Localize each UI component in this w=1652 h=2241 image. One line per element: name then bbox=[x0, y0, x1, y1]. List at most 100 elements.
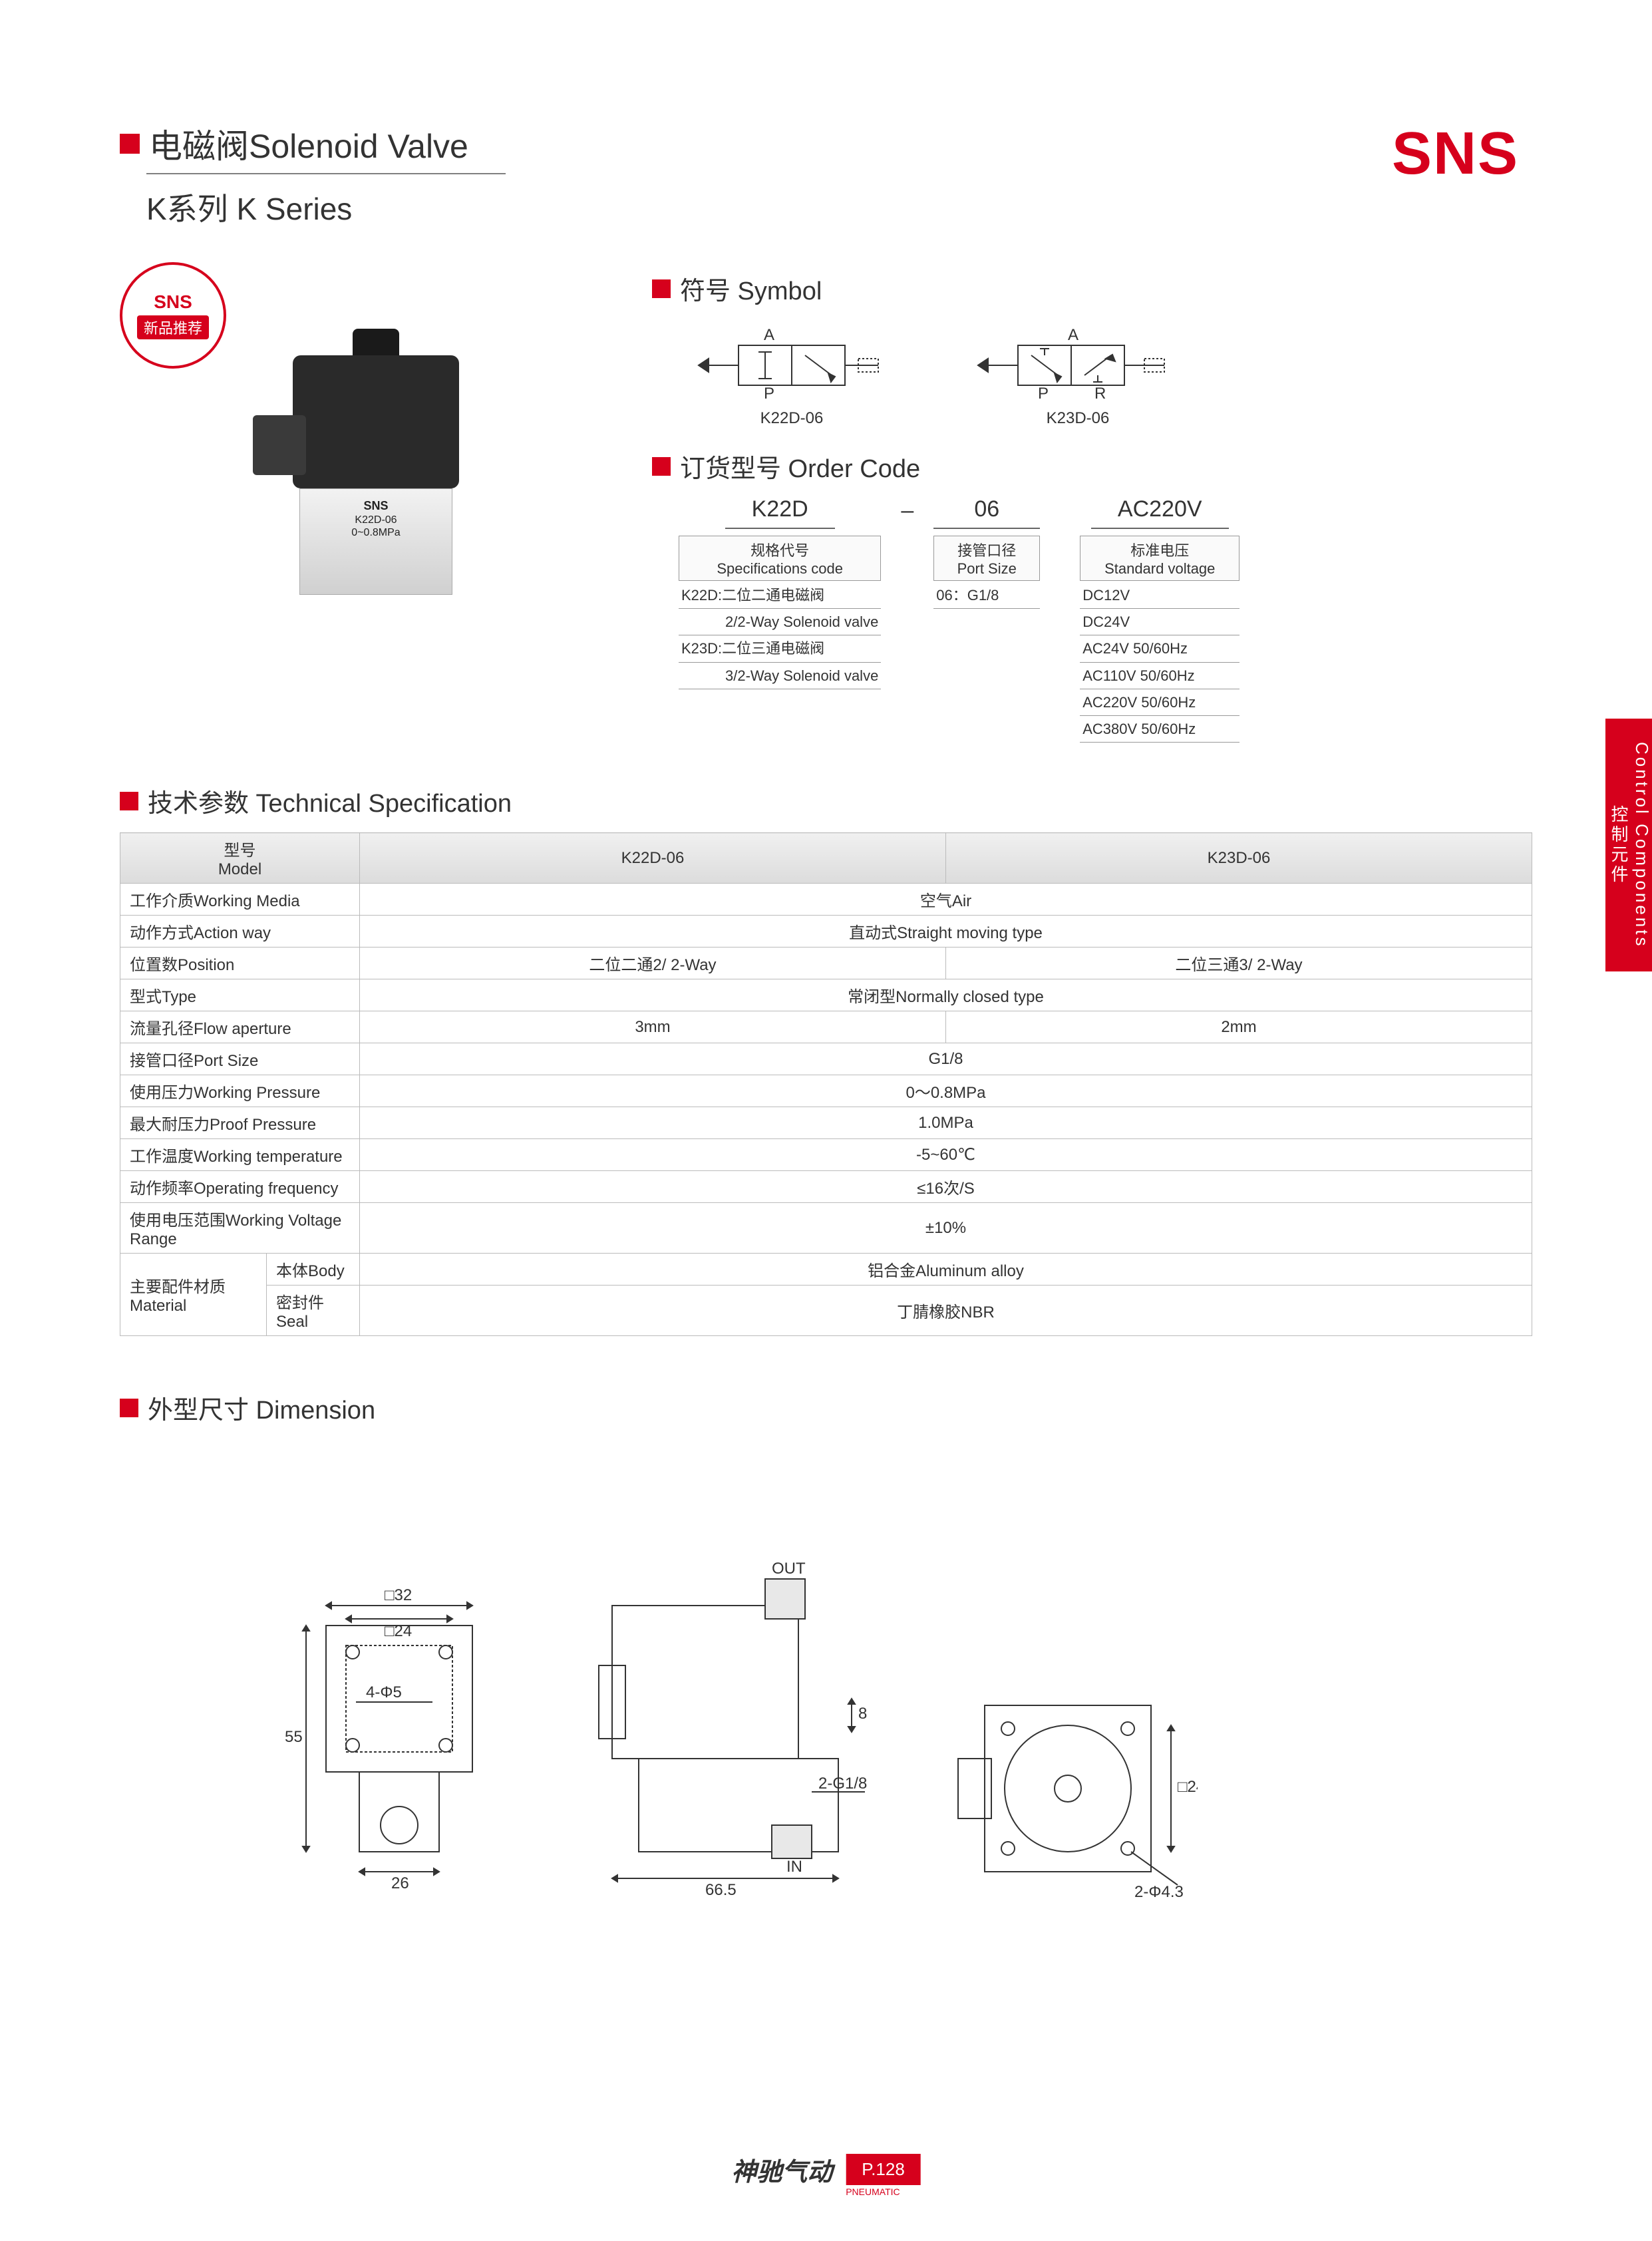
spec-label: 动作频率Operating frequency bbox=[120, 1171, 360, 1203]
product-pressure-mark: 0~0.8MPa bbox=[351, 526, 400, 539]
spec-label: 流量孔径Flow aperture bbox=[120, 1011, 360, 1043]
spec-material-sub: 本体Body bbox=[267, 1254, 360, 1286]
spec-value: 1.0MPa bbox=[360, 1107, 1532, 1139]
svg-text:□32: □32 bbox=[385, 1586, 412, 1604]
spec-table: 型号 Model K22D-06 K23D-06 工作介质Working Med… bbox=[120, 832, 1532, 1336]
th-col-2: K23D-06 bbox=[946, 833, 1532, 884]
svg-text:66.5: 66.5 bbox=[705, 1881, 737, 1899]
oc-box-3: 标准电压 Standard voltage bbox=[1080, 536, 1239, 581]
spec-label: 接管口径Port Size bbox=[120, 1043, 360, 1075]
spec-label: 工作介质Working Media bbox=[120, 884, 360, 916]
oc-list-3: DC12V DC24V AC24V 50/60Hz AC110V 50/60Hz… bbox=[1080, 582, 1239, 743]
spec-value: -5~60℃ bbox=[360, 1139, 1532, 1171]
brand-logo: SNS bbox=[1392, 120, 1519, 188]
oc-head-3: AC220V bbox=[1091, 496, 1229, 529]
spec-value: 2mm bbox=[946, 1011, 1532, 1043]
symbol-k23d-icon: A P R bbox=[971, 319, 1184, 405]
section-bullet-icon bbox=[120, 1399, 138, 1417]
svg-text:4-Φ5: 4-Φ5 bbox=[366, 1683, 402, 1701]
section-bullet-icon bbox=[652, 457, 671, 476]
oc-head-2: 06 bbox=[933, 496, 1040, 529]
spec-value: 0～0.8MPa bbox=[360, 1075, 1532, 1107]
spec-value: 二位三通3/ 2-Way bbox=[946, 948, 1532, 979]
footer-subbrand: SNS PNEUMATIC bbox=[846, 2176, 921, 2197]
dimension-title: 外型尺寸 Dimension bbox=[148, 1389, 375, 1426]
svg-text:□24: □24 bbox=[1178, 1778, 1198, 1796]
oc-head-1: K22D bbox=[725, 496, 835, 529]
new-product-badge: SNS 新品推荐 bbox=[120, 262, 226, 369]
footer-brand: 神驰气动 bbox=[731, 2151, 832, 2188]
symbol-k22d-icon: A P bbox=[692, 319, 892, 405]
order-code-title: 订货型号 Order Code bbox=[680, 448, 920, 484]
svg-text:A: A bbox=[764, 326, 774, 344]
spec-value: 直动式Straight moving type bbox=[360, 916, 1532, 948]
dimension-drawing-1: □32 □24 4-Φ5 55 26 bbox=[266, 1572, 519, 1905]
dimension-drawing-3: □24 2-Φ4.3 bbox=[945, 1665, 1198, 1905]
svg-text:26: 26 bbox=[391, 1874, 409, 1892]
dimension-drawings: □32 □24 4-Φ5 55 26 OUT IN 2-G1/8 8 66.5 bbox=[266, 1559, 1532, 1905]
svg-text:OUT: OUT bbox=[772, 1560, 806, 1578]
svg-text:55: 55 bbox=[285, 1728, 303, 1746]
header-divider bbox=[146, 173, 506, 174]
product-model-mark: K22D-06 bbox=[351, 514, 400, 526]
spec-label: 工作温度Working temperature bbox=[120, 1139, 360, 1171]
oc-list-2: 06：G1/8 bbox=[933, 582, 1040, 609]
oc-list-1: K22D:二位二通电磁阀 2/2-Way Solenoid valve K23D… bbox=[679, 582, 881, 689]
svg-text:A: A bbox=[1068, 326, 1078, 344]
dimension-heading: 外型尺寸 Dimension bbox=[120, 1389, 1532, 1426]
th-model: 型号 Model bbox=[120, 833, 360, 884]
svg-text:P: P bbox=[764, 385, 774, 403]
section-bullet-icon bbox=[120, 792, 138, 810]
order-code-heading: 订货型号 Order Code bbox=[652, 448, 1532, 484]
badge-subtitle: 新品推荐 bbox=[137, 315, 209, 339]
spec-material-value: 丁腈橡胶NBR bbox=[360, 1286, 1532, 1336]
spec-value: 常闭型Normally closed type bbox=[360, 979, 1532, 1011]
spec-material-sub: 密封件Seal bbox=[267, 1286, 360, 1336]
spec-value: 空气Air bbox=[360, 884, 1532, 916]
oc-dash: – bbox=[881, 496, 933, 524]
tech-spec-title: 技术参数 Technical Specification bbox=[148, 782, 512, 819]
spec-label: 使用电压范围Working Voltage Range bbox=[120, 1203, 360, 1254]
spec-value: ≤16次/S bbox=[360, 1171, 1532, 1203]
spec-label: 位置数Position bbox=[120, 948, 360, 979]
svg-text:P: P bbox=[1038, 385, 1049, 403]
page-header: 电磁阀Solenoid Valve bbox=[120, 120, 1532, 168]
spec-value: 3mm bbox=[360, 1011, 946, 1043]
side-tab: Control Components 控制元件 bbox=[1605, 719, 1652, 971]
spec-value: 二位二通2/ 2-Way bbox=[360, 948, 946, 979]
spec-label: 型式Type bbox=[120, 979, 360, 1011]
spec-material-value: 铝合金Aluminum alloy bbox=[360, 1254, 1532, 1286]
product-brand-mark: SNS bbox=[351, 499, 400, 514]
tech-spec-heading: 技术参数 Technical Specification bbox=[120, 782, 1532, 819]
badge-brand: SNS bbox=[154, 291, 192, 313]
symbol-label-1: K22D-06 bbox=[692, 409, 892, 428]
oc-box-1: 规格代号 Specifications code bbox=[679, 536, 881, 581]
spec-material-group: 主要配件材质 Material bbox=[120, 1254, 267, 1336]
spec-value: ±10% bbox=[360, 1203, 1532, 1254]
spec-label: 动作方式Action way bbox=[120, 916, 360, 948]
product-illustration: SNS K22D-06 0~0.8MPa bbox=[240, 329, 506, 608]
oc-box-2: 接管口径 Port Size bbox=[933, 536, 1040, 581]
symbol-diagrams: A P K22D-06 bbox=[692, 319, 1532, 428]
svg-text:2-G1/8: 2-G1/8 bbox=[818, 1775, 867, 1793]
page-subtitle: K系列 K Series bbox=[146, 185, 1532, 229]
header-bullet-icon bbox=[120, 134, 140, 154]
section-bullet-icon bbox=[652, 279, 671, 298]
symbol-heading: 符号 Symbol bbox=[652, 270, 1532, 307]
svg-text:□24: □24 bbox=[385, 1622, 412, 1640]
product-image-area: SNS 新品推荐 SNS K22D-06 0~0.8MPa bbox=[120, 262, 625, 743]
svg-text:8: 8 bbox=[858, 1705, 867, 1723]
symbol-label-2: K23D-06 bbox=[971, 409, 1184, 428]
order-code-block: K22D 规格代号 Specifications code K22D:二位二通电… bbox=[679, 496, 1532, 743]
symbol-title: 符号 Symbol bbox=[680, 270, 822, 307]
page-title: 电磁阀Solenoid Valve bbox=[149, 120, 468, 168]
spec-label: 使用压力Working Pressure bbox=[120, 1075, 360, 1107]
svg-text:2-Φ4.3: 2-Φ4.3 bbox=[1134, 1883, 1184, 1901]
spec-label: 最大耐压力Proof Pressure bbox=[120, 1107, 360, 1139]
svg-text:R: R bbox=[1094, 385, 1106, 403]
page-footer: 神驰气动 P.128 SNS PNEUMATIC bbox=[731, 2151, 921, 2188]
svg-text:IN: IN bbox=[786, 1858, 802, 1876]
dimension-drawing-2: OUT IN 2-G1/8 8 66.5 bbox=[572, 1559, 892, 1905]
th-col-1: K22D-06 bbox=[360, 833, 946, 884]
spec-value: G1/8 bbox=[360, 1043, 1532, 1075]
